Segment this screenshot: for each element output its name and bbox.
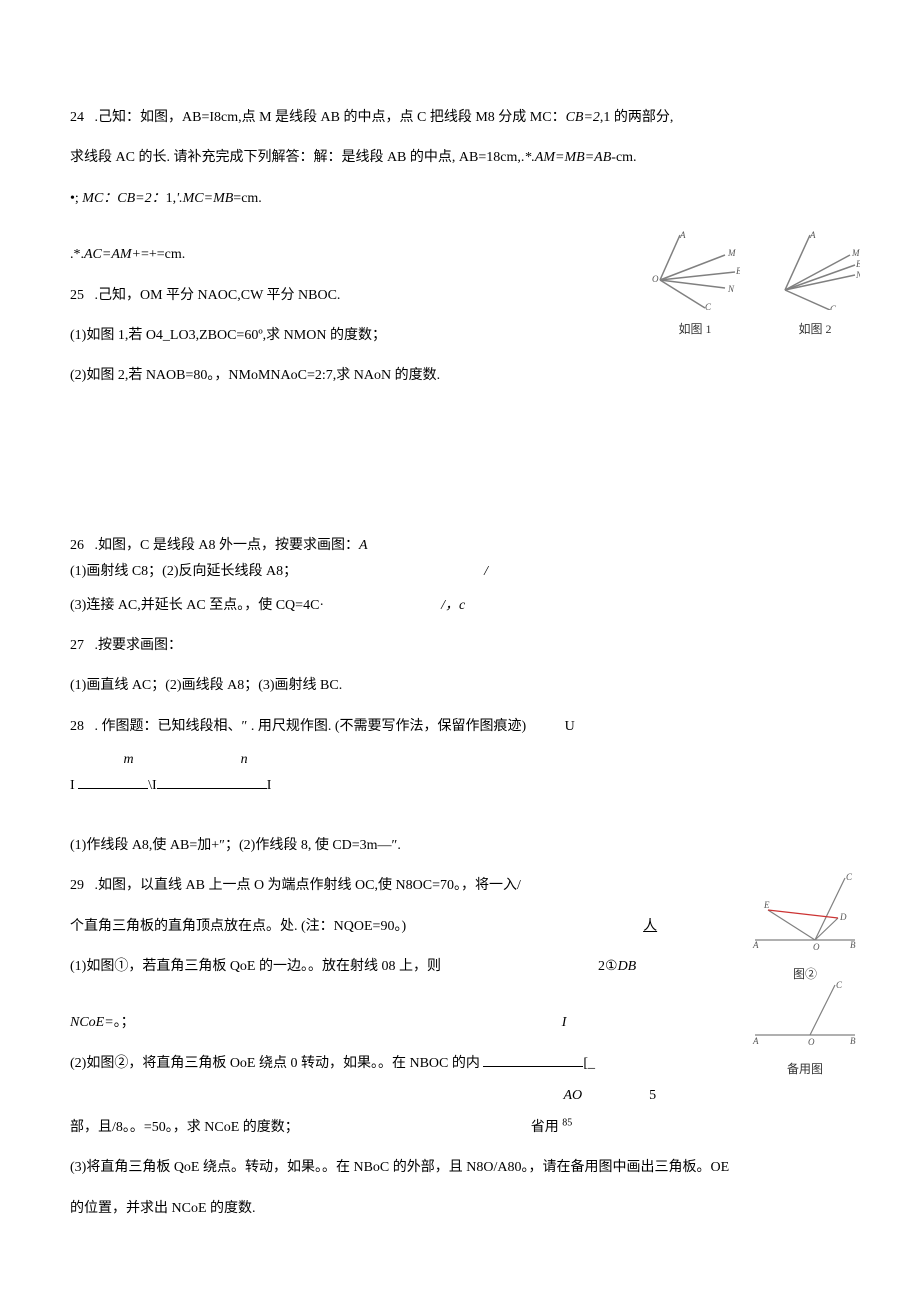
q26-line2: (1)画射线 C8；(2)反向延长线段 A8； / [70,561,850,583]
q28-segments: m n I \I I [70,749,850,798]
q25-fig2-caption: 如图 2 [770,314,860,345]
svg-text:C: C [705,302,712,310]
svg-text:E: E [763,900,770,910]
q24-l3c: 1, [166,191,177,206]
q26-l3b: /，c [441,598,465,613]
svg-text:M: M [851,248,860,258]
q29-l7c: 85 [562,1117,572,1128]
q24-line2: 求线段 AC 的长. 请补充完成下列解答：解：是线段 AB 的中点, AB=18… [70,140,850,176]
q28-underlines: I \I I [70,775,850,797]
q24-l1c: ,1 的两部分, [600,110,674,125]
svg-text:C: C [846,872,853,882]
svg-text:B: B [856,259,860,269]
q29-l7a: 部，且/8。。=50。，求 NCoE 的度数； [70,1120,299,1135]
q24-l3e: =cm. [233,191,262,206]
q28-line1: 28 . 作图题：已知线段相、″ . 用尺规作图. (不需要写作法，保留作图痕迹… [70,709,850,745]
svg-text:C: C [830,304,837,310]
svg-text:A: A [679,230,686,240]
svg-text:C: C [836,980,843,990]
q29-l7b: 省用 [531,1120,563,1135]
q24-line3: •; MC：CB=2：1,'.MC=MB=cm. [70,181,850,217]
q24-l2a: 求线段 AC 的长. 请补充完成下列解答：解：是线段 AB 的中点, AB=18… [70,150,524,165]
q25-fig2-box: A M B N C 如图 2 [770,230,860,345]
q29-line1: 29 .如图，以直线 AB 上一点 O 为端点作射线 OC,使 N8OC=70。… [70,868,850,904]
q26-l1a: 26 .如图，C 是线段 A8 外一点，按要求画图： [70,538,359,553]
q29-line3: (1)如图①，若直角三角板 QoE 的一边。。放在射线 08 上，则 2①DB [70,949,850,985]
q28-line3: (1)作线段 A8,使 AB=加+″；(2)作线段 8, 使 CD=3m—″. [70,828,850,864]
svg-text:N: N [855,270,860,280]
q24-l1b: CB=2 [566,110,600,125]
q27-line1: 27 .按要求画图： [70,628,850,664]
q29-line2: 个直角三角板的直角顶点放在点。处. (注：NQOE=90。) 人 [70,909,850,945]
q25-figures: A M B N C O 如图 1 A M B N C [650,230,860,345]
q29-l3b: 2① [598,959,618,974]
svg-text:M: M [727,248,736,258]
q29-l6b: 5 [649,1088,656,1103]
q29-line7: 部，且/8。。=50。，求 NCoE 的度数； 省用 85 [70,1110,850,1146]
q28-pre: I [70,778,78,793]
q29-l4a: NCoE= [70,1015,114,1030]
svg-text:B: B [850,940,856,950]
q29-fig2: A B C D E O 图② [750,870,860,990]
q27-line2: (1)画直线 AC；(2)画线段 A8；(3)画射线 BC. [70,668,850,704]
q26-l2a: (1)画射线 C8；(2)反向延长线段 A8； [70,564,297,579]
q26-line3: (3)连接 AC,并延长 AC 至点。，使 CQ=4C· /，c [70,588,850,624]
svg-text:D: D [839,912,847,922]
q29-l4c: I [562,1015,567,1030]
q29-l5a: (2)如图②，将直角三角板 OoE 绕点 0 转动，如果。。在 NBOC 的内 [70,1056,483,1071]
q29-fig2-svg: A B C D E O [750,870,860,955]
svg-text:A: A [752,1036,759,1046]
q24-l4a: .*. [70,247,84,262]
svg-text:B: B [850,1036,856,1046]
q26-block: 26 .如图，C 是线段 A8 外一点，按要求画图：A (1)画射线 C8；(2… [70,535,850,584]
q29-line8: (3)将直角三角板 QoE 绕点。转动，如果。。在 NBoC 的外部，且 N8O… [70,1150,850,1186]
q29-line9: 的位置，并求出 NCoE 的度数. [70,1191,850,1227]
q28-n: n [241,752,248,767]
q26-l2b: / [484,564,488,579]
svg-text:B: B [736,266,740,276]
q24-l3a: •; [70,191,79,206]
q28-m: m [124,752,134,767]
q24-l4b: AC=AM+ [84,247,141,262]
q29-l3c: DB [618,959,637,974]
q26-l1b: A [359,538,368,553]
q29-fig3-svg: A B C O [750,980,860,1050]
q24-l1a: 24 .己知：如图，AB=I8cm,点 M 是线段 AB 的中点，点 C 把线段… [70,110,566,125]
q29-fig3-caption: 备用图 [750,1054,860,1085]
q29-line6: AO 5 [70,1086,850,1106]
svg-text:O: O [808,1037,815,1047]
svg-text:N: N [727,284,735,294]
q29-fig3: A B C O 备用图 [750,980,860,1085]
svg-text:A: A [809,230,816,240]
q25-fig1-svg: A M B N C O [650,230,740,310]
q24-l2b: *.AM=MB=AB- [524,150,616,165]
q29-line5: (2)如图②，将直角三角板 OoE 绕点 0 转动，如果。。在 NBOC 的内 … [70,1046,850,1082]
q24-l4c: =+=cm. [141,247,185,262]
q29-l5b: [_ [583,1056,595,1071]
q29-l3a: (1)如图①，若直角三角板 QoE 的一边。。放在射线 08 上，则 [70,959,441,974]
q28-mid: \I [148,778,157,793]
q29-line4: NCoE=。； I [70,1005,850,1041]
q28-end: I [267,778,272,793]
q29-l4b: 。； [114,1015,135,1030]
svg-text:A: A [752,940,759,950]
q25-line3: (2)如图 2,若 NAOB=80。，NMoMNAoC=2:7,求 NAoN 的… [70,358,850,394]
q25-fig2-svg: A M B N C [770,230,860,310]
q24-line1: 24 .己知：如图，AB=I8cm,点 M 是线段 AB 的中点，点 C 把线段… [70,100,850,136]
q24-l3b: MC：CB=2： [79,191,166,206]
q28-labels: m n [70,749,850,771]
q29-l6a: AO [564,1088,583,1103]
q29-l2a: 个直角三角板的直角顶点放在点。处. (注：NQOE=90。) [70,919,406,934]
q24-l2c: cm. [616,150,637,165]
svg-text:O: O [813,942,820,952]
q25-fig1-caption: 如图 1 [650,314,740,345]
q26-l3a: (3)连接 AC,并延长 AC 至点。，使 CQ=4C· [70,598,324,613]
q24-l3d: '.MC=MB [176,191,233,206]
q26-line1: 26 .如图，C 是线段 A8 外一点，按要求画图：A [70,535,850,557]
q25-fig1-box: A M B N C O 如图 1 [650,230,740,345]
svg-text:O: O [652,274,659,284]
q29-l2b: 人 [643,919,657,934]
